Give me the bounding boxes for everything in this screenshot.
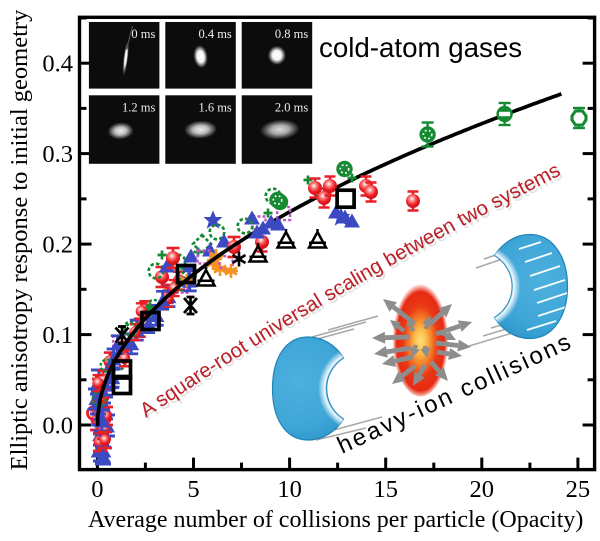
svg-text:cold-atom gases: cold-atom gases	[319, 32, 522, 63]
svg-text:0.4 ms: 0.4 ms	[198, 27, 231, 41]
svg-text:0.2: 0.2	[42, 231, 73, 258]
svg-text:10: 10	[277, 476, 302, 503]
svg-text:0.8 ms: 0.8 ms	[275, 27, 308, 41]
svg-text:0.0: 0.0	[42, 412, 73, 439]
svg-text:0.1: 0.1	[42, 322, 73, 349]
svg-text:0: 0	[91, 476, 103, 503]
svg-text:15: 15	[373, 476, 398, 503]
svg-text:5: 5	[187, 476, 199, 503]
svg-text:25: 25	[566, 476, 591, 503]
svg-text:2.0 ms: 2.0 ms	[275, 100, 308, 114]
svg-text:Average number of collisions p: Average number of collisions per particl…	[88, 507, 583, 533]
svg-text:0.3: 0.3	[42, 141, 73, 168]
svg-text:Elliptic anisotropy response t: Elliptic anisotropy response to initial …	[6, 9, 33, 470]
svg-text:0 ms: 0 ms	[131, 27, 155, 41]
svg-text:1.2 ms: 1.2 ms	[122, 100, 155, 114]
svg-text:1.6 ms: 1.6 ms	[198, 100, 231, 114]
svg-text:20: 20	[470, 476, 495, 503]
svg-text:0.4: 0.4	[42, 51, 73, 78]
